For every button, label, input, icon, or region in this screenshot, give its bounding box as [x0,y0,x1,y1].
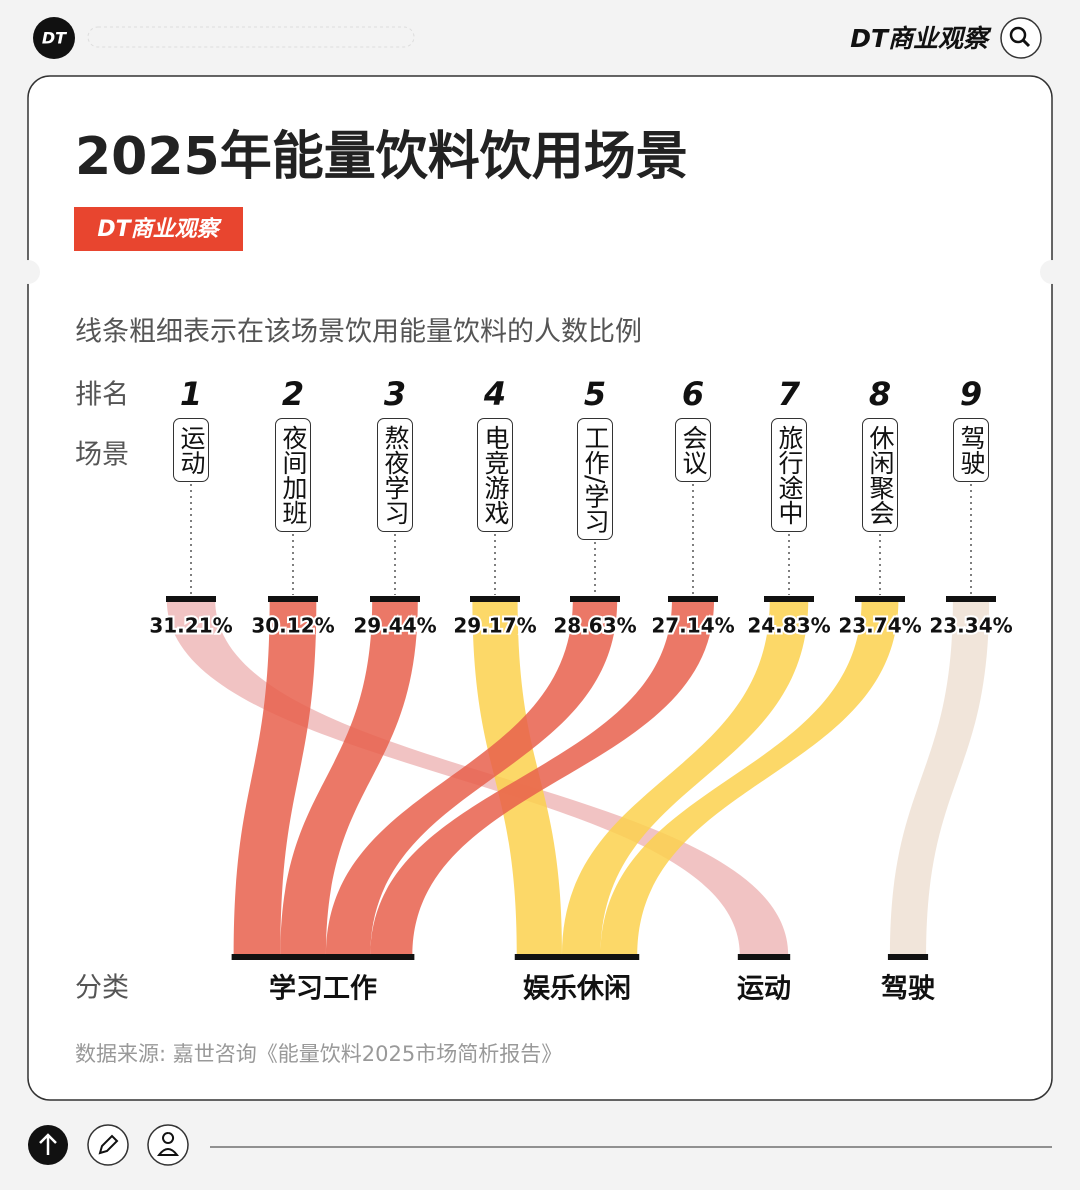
source: 数据来源: 嘉世咨询《能量饮料2025市场简析报告》 [75,1042,562,1066]
scene-label: 夜间加班 [275,418,311,532]
edit-button[interactable] [87,1124,129,1166]
rank: 5 [584,375,606,413]
flow-ribbon [233,600,317,955]
rank: 3 [384,375,406,413]
rank: 8 [869,375,891,413]
flow-ribbon [600,600,899,955]
badge-text: DT商业观察 [97,216,222,242]
flow-ribbon [561,600,809,955]
arrow-icon [39,1133,57,1155]
person-icon [156,1132,180,1156]
top-bar [764,596,814,602]
rank: 4 [483,375,506,413]
value-label: 28.63% [553,614,636,638]
logo-text: DT [42,29,67,48]
value-label: 23.34% [929,614,1012,638]
pencil-icon [98,1134,119,1155]
notch [1040,260,1064,284]
subtitle: 线条粗细表示在该场景饮用能量饮料的人数比例 [75,317,642,348]
value-label: 30.12% [251,614,334,638]
rank: 7 [778,375,801,413]
scene-label: 电竞游戏 [477,418,513,532]
flow-ribbon [280,600,418,955]
scene-label: 熬夜学习 [377,418,413,532]
scene-label: 休闲聚会 [862,418,898,532]
group-label: 运动 [737,974,791,1005]
top-bar [370,596,420,602]
group-label: 驾驶 [881,974,935,1005]
notch [16,260,40,284]
flow-ribbon [370,600,715,955]
badge [74,207,243,251]
brand: DT商业观察 [850,24,992,53]
rank-label: 排名 [75,380,129,411]
top-bar [470,596,520,602]
scene-label: 会议 [675,418,711,482]
top-bar [855,596,905,602]
profile-button[interactable] [147,1124,189,1166]
scene-label: 驾驶 [953,418,989,482]
top-bar [268,596,318,602]
value-label: 24.83% [747,614,830,638]
value-label: 31.21% [149,614,232,638]
value-label: 23.74% [838,614,921,638]
rank: 6 [682,375,704,413]
value-label: 29.17% [453,614,536,638]
flow-ribbon [325,600,618,955]
scene-label: 场景 [75,440,129,471]
search-icon [1021,38,1031,48]
logo[interactable] [33,17,75,59]
scene-label: 运动 [173,418,209,482]
rank: 1 [180,375,202,413]
value-label: 27.14% [651,614,734,638]
scene-label: 工作/学习 [577,418,613,541]
search-icon [1009,26,1027,44]
category-label: 分类 [75,973,129,1004]
value-label: 29.44% [353,614,436,638]
top-bar [946,596,996,602]
top-bar [166,596,216,602]
scene-label: 旅行途中 [771,418,807,532]
search-button[interactable] [1000,17,1042,59]
search-bar[interactable] [87,26,415,48]
top-bar [570,596,620,602]
flow-ribbon [472,600,562,955]
rank: 2 [282,375,304,413]
chart-title: 2025年能量饮料饮用场景 [75,127,688,187]
group-label: 娱乐休闲 [523,974,631,1005]
group-label: 学习工作 [269,973,377,1005]
rank: 9 [960,375,982,413]
top-bar [668,596,718,602]
flow-ribbon [889,600,990,955]
